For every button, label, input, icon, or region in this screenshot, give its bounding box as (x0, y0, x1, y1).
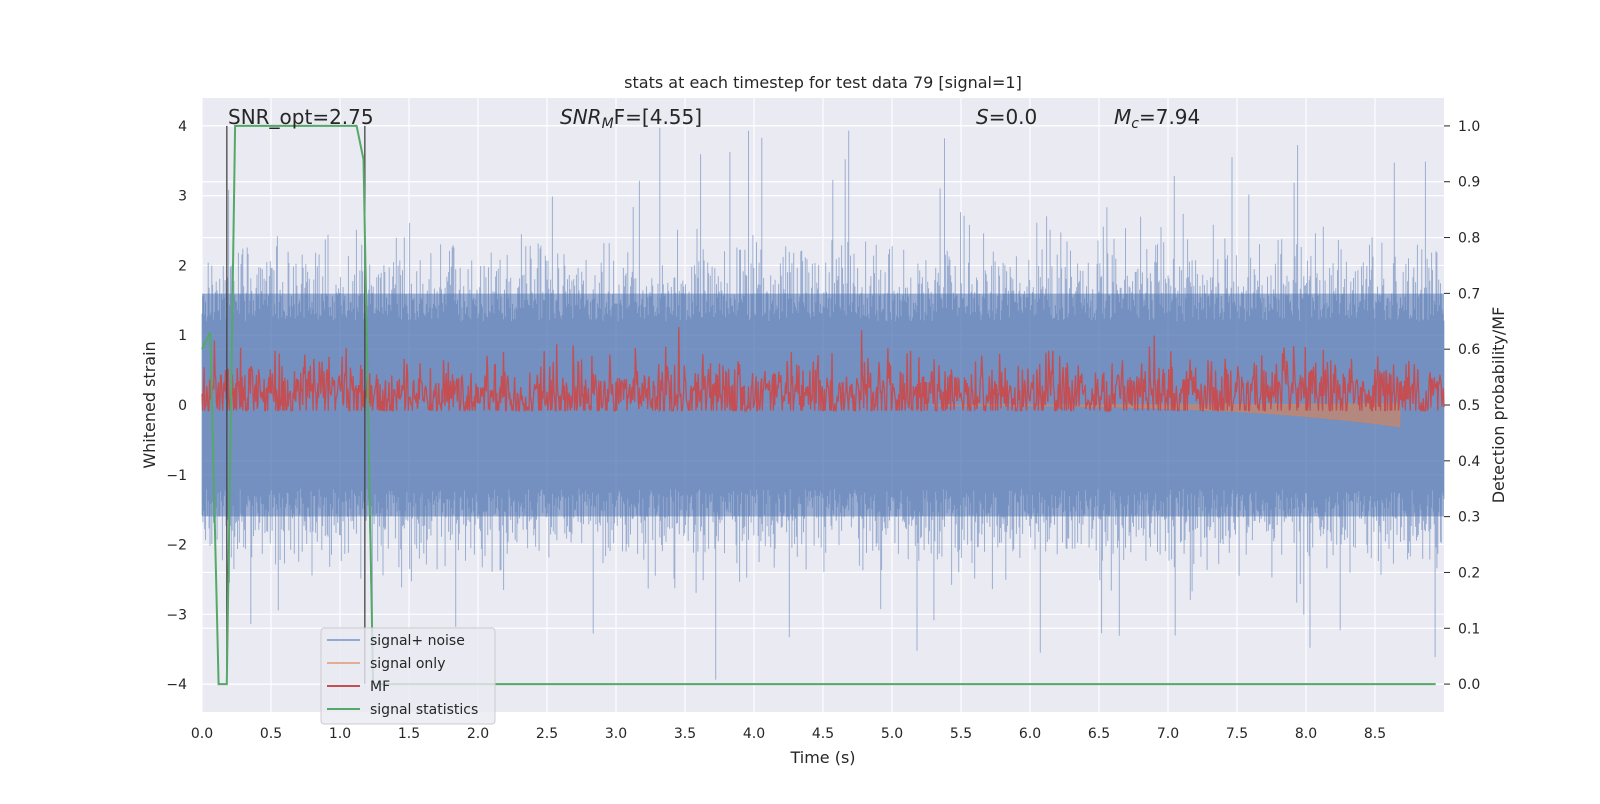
x-tick-label: 5.0 (881, 726, 903, 742)
y-left-tick-label: 4 (178, 119, 187, 135)
series-mf (201, 326, 1445, 413)
legend-label-signal-noise: signal+ noise (370, 633, 465, 649)
x-tick-label: 3.0 (605, 726, 627, 742)
mf-line (201, 326, 1445, 413)
y-right-tick-label: 0.2 (1458, 565, 1480, 581)
annotation-mc: Mc=7.94 (1114, 105, 1200, 132)
annotation-s: S=0.0 (976, 105, 1037, 129)
x-tick-label: 1.0 (329, 726, 351, 742)
y-right-tick-label: 1.0 (1458, 119, 1480, 135)
y-right-tick-label: 0.0 (1458, 677, 1480, 693)
x-tick-label: 1.5 (398, 726, 420, 742)
legend-label-signal-statistics: signal statistics (370, 702, 478, 718)
x-tick-label: 8.5 (1364, 726, 1386, 742)
x-tick-label: 2.0 (467, 726, 489, 742)
y-left-tick-label: 1 (178, 328, 187, 344)
x-axis-label: Time (s) (789, 748, 855, 767)
annotation-snr-opt: SNR_opt=2.75 (228, 105, 374, 129)
chart-title: stats at each timestep for test data 79 … (624, 73, 1022, 92)
y-left-tick-label: 3 (178, 189, 187, 205)
y-left-tick-label: 0 (178, 398, 187, 414)
y-left-tick-label: −1 (166, 468, 187, 484)
y-left-tick-labels: 4 3 2 1 0 −1 −2 −3 −4 (166, 119, 187, 693)
x-tick-label: 6.0 (1019, 726, 1041, 742)
x-tick-label: 0.0 (191, 726, 213, 742)
y-left-axis-label: Whitened strain (140, 341, 159, 468)
y-right-tick-label: 0.7 (1458, 286, 1480, 302)
y-right-axis-label: Detection probability/MF (1489, 307, 1508, 504)
x-tick-label: 6.5 (1088, 726, 1110, 742)
x-tick-label: 5.5 (950, 726, 972, 742)
x-tick-label: 7.0 (1157, 726, 1179, 742)
x-tick-label: 2.5 (536, 726, 558, 742)
y-right-tick-label: 0.9 (1458, 175, 1480, 191)
y-left-tick-label: −3 (166, 607, 187, 623)
y-right-tick-label: 0.4 (1458, 454, 1480, 470)
y-right-tick-label: 0.1 (1458, 621, 1480, 637)
annotation-snr-mf: SNRMF=[4.55] (560, 105, 702, 132)
legend: signal+ noise signal only MF signal stat… (320, 627, 496, 725)
y-right-tick-label: 0.6 (1458, 342, 1480, 358)
legend-label-mf: MF (370, 679, 390, 695)
x-tick-label: 8.0 (1295, 726, 1317, 742)
legend-label-signal-only: signal only (370, 656, 445, 672)
x-tick-label: 7.5 (1226, 726, 1248, 742)
legend-box (320, 627, 496, 725)
y-right-tick-label: 0.8 (1458, 231, 1480, 247)
x-tick-label: 0.5 (260, 726, 282, 742)
y-left-tick-label: 2 (178, 258, 187, 274)
x-tick-labels: 0.0 0.5 1.0 1.5 2.0 2.5 3.0 3.5 4.0 4.5 5.0 5.5 6.0 6… (191, 726, 1386, 742)
y-right-tick-label: 0.5 (1458, 398, 1480, 414)
x-tick-label: 4.5 (812, 726, 834, 742)
y-right-tick-label: 0.3 (1458, 510, 1480, 526)
y-left-tick-label: −2 (166, 538, 187, 554)
y-left-tick-label: −4 (166, 677, 187, 693)
x-tick-label: 3.5 (674, 726, 696, 742)
x-tick-label: 4.0 (743, 726, 765, 742)
y-right-tick-labels: 1.0 0.9 0.8 0.7 0.6 0.5 0.4 0.3 0.2 0.1 0.0 (1458, 119, 1480, 693)
